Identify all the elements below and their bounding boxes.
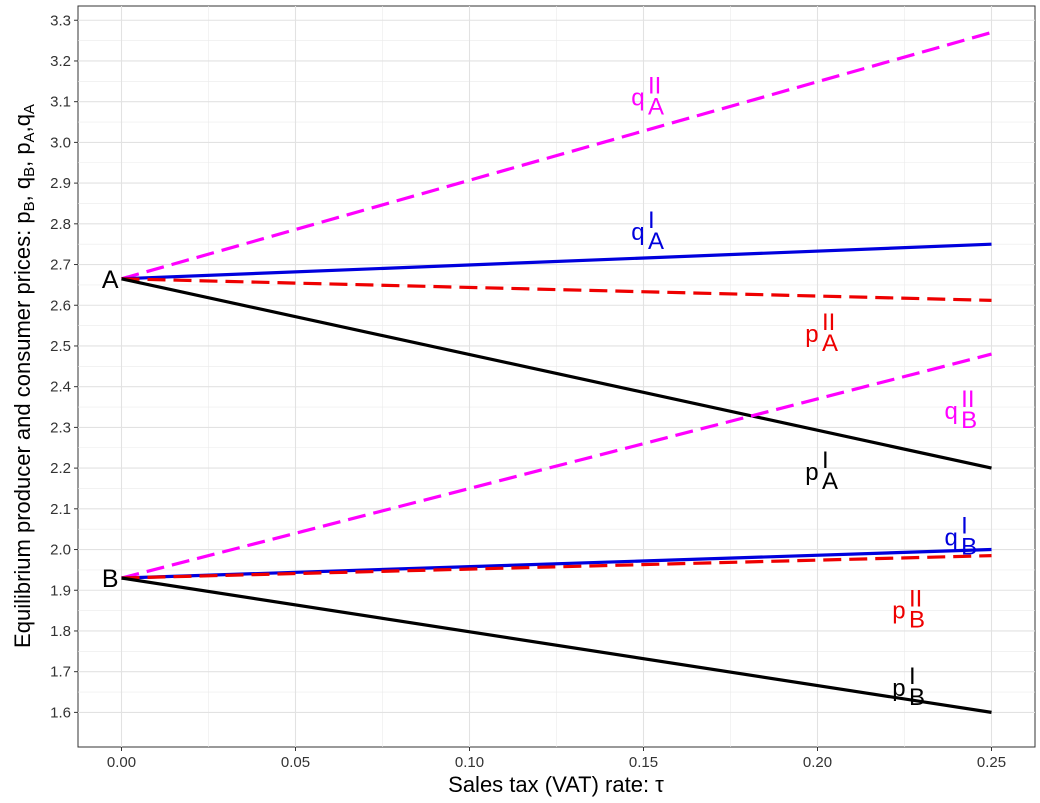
series-label-base: q (631, 219, 644, 246)
series-label-subscript: B (961, 533, 977, 560)
y-tick-label: 2.7 (50, 257, 71, 274)
y-tick-label: 1.7 (50, 664, 71, 681)
series-label-base: q (945, 398, 958, 425)
y-tick-label: 2.0 (50, 542, 71, 559)
y-tick-label: 2.2 (50, 460, 71, 477)
series-label-subscript: A (648, 228, 664, 255)
y-tick-label: 3.0 (50, 134, 71, 151)
y-tick-label: 3.3 (50, 12, 71, 29)
x-axis-title: Sales tax (VAT) rate: τ (448, 772, 664, 797)
y-tick-label: 2.8 (50, 216, 71, 233)
y-tick-label: 2.1 (50, 501, 71, 518)
y-axis-title: Equilibrium producer and consumer prices… (10, 104, 38, 648)
y-tick-label: 2.6 (50, 297, 71, 314)
x-tick-label: 0.20 (803, 754, 832, 771)
point-label-B: B (102, 565, 119, 593)
series-label-subscript: B (909, 607, 925, 634)
y-tick-label: 2.9 (50, 175, 71, 192)
y-tick-label: 2.4 (50, 379, 71, 396)
y-tick-label: 3.1 (50, 94, 71, 111)
series-label-base: p (805, 459, 818, 486)
point-label-A: A (102, 266, 119, 294)
series-label-base: p (892, 598, 905, 625)
series-label-subscript: B (961, 407, 977, 434)
series-label-base: p (892, 675, 905, 702)
y-tick-label: 1.9 (50, 582, 71, 599)
series-label-base: q (945, 524, 958, 551)
x-tick-label: 0.00 (107, 754, 136, 771)
x-tick-label: 0.10 (455, 754, 484, 771)
series-label-base: q (631, 85, 644, 112)
series-label-subscript: A (822, 330, 838, 357)
x-tick-label: 0.25 (977, 754, 1006, 771)
y-tick-label: 3.2 (50, 53, 71, 70)
y-tick-label: 2.5 (50, 338, 71, 355)
series-label-subscript: A (648, 94, 664, 121)
x-tick-label: 0.15 (629, 754, 658, 771)
series-label-base: p (805, 321, 818, 348)
y-tick-label: 2.3 (50, 419, 71, 436)
series-label-subscript: A (822, 468, 838, 495)
y-tick-label: 1.6 (50, 704, 71, 721)
x-tick-label: 0.05 (281, 754, 310, 771)
series-label-subscript: B (909, 684, 925, 711)
y-tick-label: 1.8 (50, 623, 71, 640)
